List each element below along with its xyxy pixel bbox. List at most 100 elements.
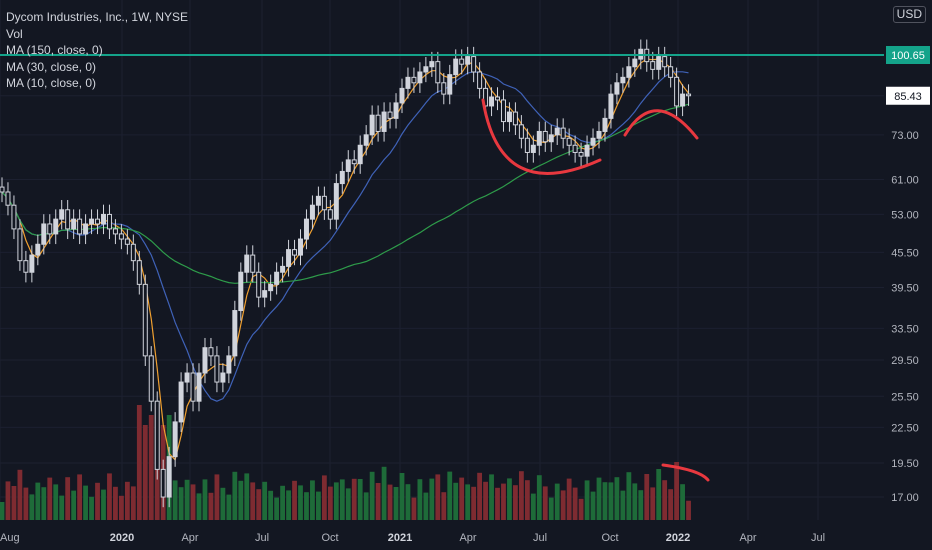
candle-body xyxy=(680,93,686,107)
time-tick-label: Jul xyxy=(811,532,825,544)
candle-body xyxy=(590,137,596,146)
candle-body xyxy=(405,76,411,89)
candle-body xyxy=(429,61,435,68)
legend-ma30: MA (30, close, 0) xyxy=(6,59,97,74)
volume-bar xyxy=(23,487,29,520)
volume-bar xyxy=(184,479,190,520)
volume-bar xyxy=(369,471,375,520)
volume-bar xyxy=(477,472,482,520)
volume-bar xyxy=(560,490,566,520)
candle-body xyxy=(23,260,29,273)
candlesticks xyxy=(0,39,692,508)
volume-bar xyxy=(29,494,35,520)
candle-body xyxy=(202,347,208,374)
candle-body xyxy=(381,111,387,132)
volume-bar xyxy=(298,485,303,520)
time-axis: Aug 2020 Apr Jul Oct 2021 Apr Jul Oct 2022 Apr Jul xyxy=(0,532,825,544)
volume-bar xyxy=(417,479,423,520)
volume-bar xyxy=(83,485,88,520)
volume-bar xyxy=(226,494,232,520)
candle-body xyxy=(548,134,554,143)
volume-bar xyxy=(17,469,23,520)
volume-bar xyxy=(178,487,184,520)
volume-bar xyxy=(130,486,136,520)
volume-bar xyxy=(59,495,65,520)
candle-body xyxy=(298,238,303,256)
legend-ma150: MA (150, close, 0) xyxy=(6,43,103,57)
candle-body xyxy=(83,223,89,235)
candle-body xyxy=(5,191,11,206)
candle-body xyxy=(632,58,638,68)
candle-body xyxy=(596,130,602,139)
candle-body xyxy=(608,93,614,119)
volume-bar xyxy=(495,487,500,520)
volume-bar xyxy=(208,492,214,520)
candle-body xyxy=(172,421,178,458)
candle-body xyxy=(268,283,274,292)
volume-bar xyxy=(381,466,387,520)
candle-body xyxy=(148,355,154,402)
volume-bar xyxy=(435,474,441,520)
candle-body xyxy=(65,209,71,230)
price-axis: 100.65 85.43 73.00 61.00 53.00 45.50 39.50 33.5… xyxy=(886,46,930,504)
volume-bar xyxy=(524,480,530,520)
candle-body xyxy=(465,56,471,65)
last-price-badge xyxy=(886,86,930,105)
volume-bar xyxy=(656,469,662,520)
drawn-annotations xyxy=(481,98,710,482)
volume-bar xyxy=(566,478,572,520)
candle-body xyxy=(214,355,220,383)
candle-body xyxy=(351,159,357,165)
candle-body xyxy=(369,114,375,136)
legend-ma10: MA (10, close, 0) xyxy=(6,76,97,90)
candle-body xyxy=(554,127,560,136)
volume-bar xyxy=(429,478,435,520)
candle-body xyxy=(584,144,590,157)
last-price-label: 85.43 xyxy=(894,91,922,103)
volume-bar xyxy=(518,471,524,520)
candle-body xyxy=(256,271,262,298)
price-tick-label: 53.00 xyxy=(891,209,919,221)
candle-body xyxy=(524,137,530,153)
volume-bar xyxy=(327,486,333,520)
price-tick-label: 29.50 xyxy=(891,355,919,367)
price-tick-label: 25.50 xyxy=(891,391,919,403)
candle-body xyxy=(160,468,166,498)
moving-average-lines xyxy=(1,58,689,462)
volume-bar xyxy=(95,482,100,520)
volume-bar xyxy=(650,487,656,520)
volume-bar xyxy=(262,481,268,520)
candle-body xyxy=(250,254,256,273)
candle-body xyxy=(303,218,309,240)
candle-body xyxy=(686,93,692,97)
candle-body xyxy=(560,127,566,139)
candle-body xyxy=(95,218,101,225)
volume-bar xyxy=(107,473,112,520)
volume-bar xyxy=(250,482,256,520)
volume-bar xyxy=(363,492,369,520)
candle-body xyxy=(363,134,369,146)
volume-bar xyxy=(53,484,59,520)
candle-body xyxy=(244,254,250,273)
volume-bar xyxy=(292,480,297,520)
candle-body xyxy=(292,249,298,256)
candle-body xyxy=(572,144,578,153)
price-tick-label: 61.00 xyxy=(891,174,919,186)
candle-body xyxy=(518,124,524,139)
volume-bar xyxy=(41,487,47,520)
volume-bar xyxy=(321,475,327,520)
volume-bar xyxy=(238,480,244,520)
candle-body xyxy=(286,249,292,267)
volume-bar xyxy=(620,490,626,520)
candle-body xyxy=(35,243,41,256)
currency-button[interactable]: USD xyxy=(892,6,926,23)
resistance-price-badge xyxy=(886,46,930,64)
time-tick-label: Oct xyxy=(601,532,618,544)
candle-body xyxy=(495,96,501,101)
candle-body xyxy=(423,66,429,73)
candle-body xyxy=(500,99,506,123)
volume-bar xyxy=(220,487,226,520)
ma-line xyxy=(1,58,689,462)
candle-body xyxy=(578,151,584,157)
